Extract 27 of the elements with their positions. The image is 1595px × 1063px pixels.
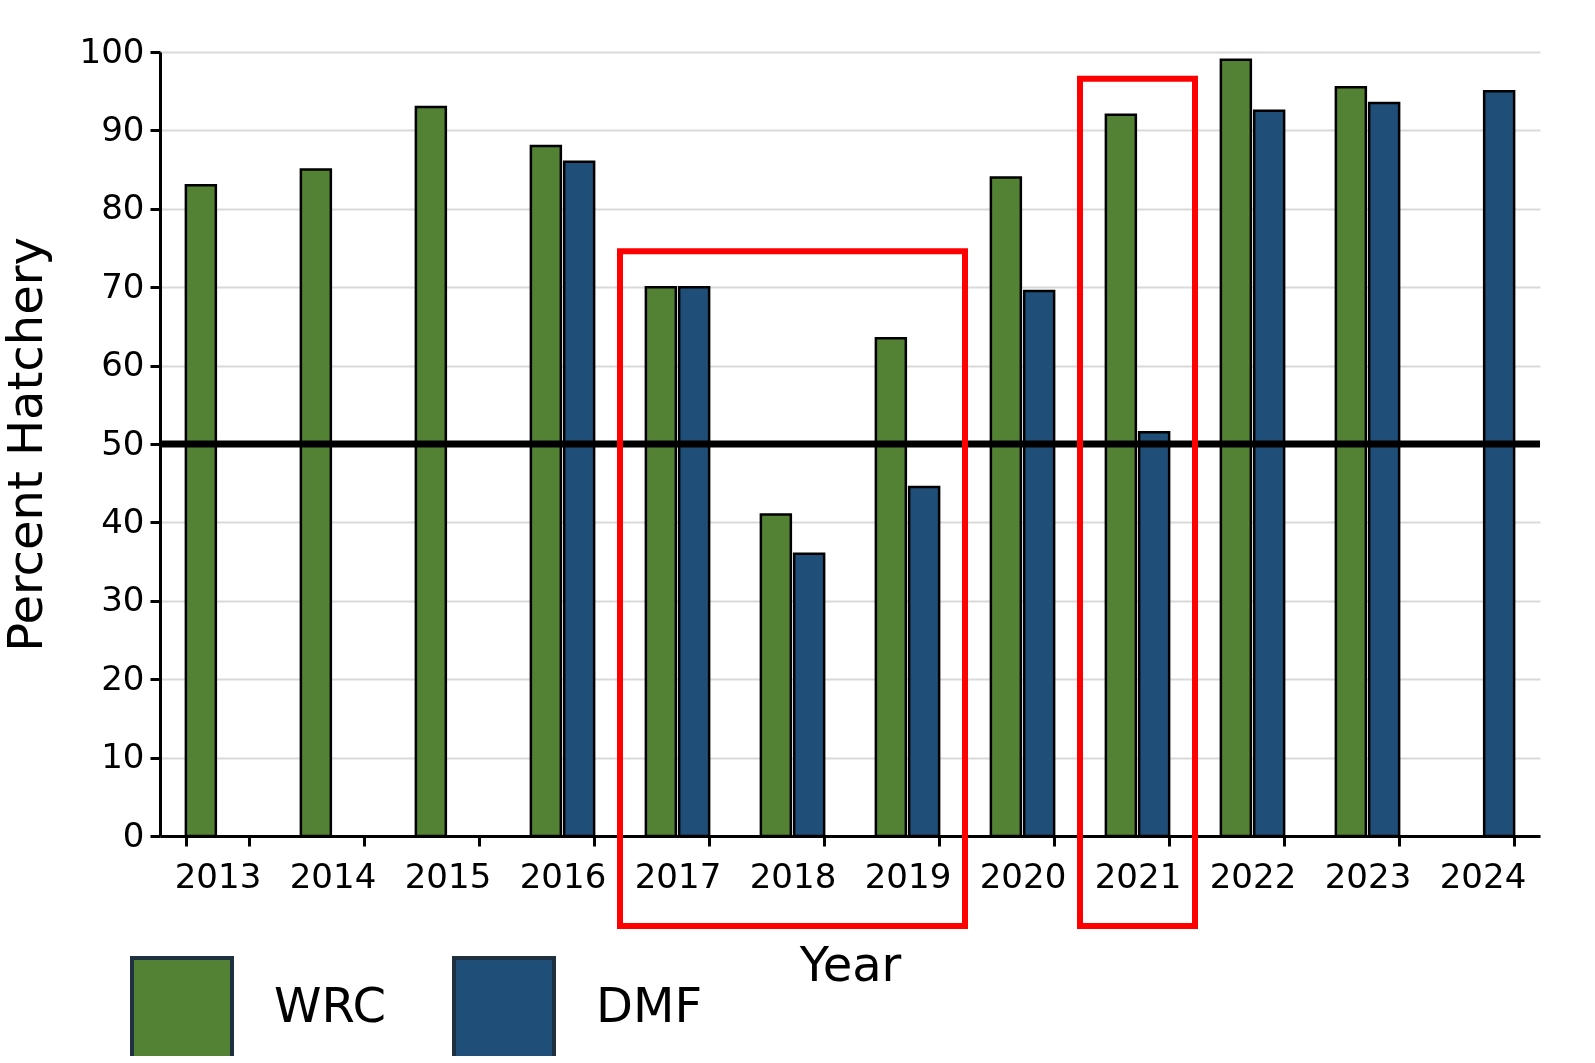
legend-label: WRC	[274, 977, 386, 1033]
x-tick-label: 2014	[289, 855, 377, 896]
y-tick-label: 20	[101, 657, 145, 698]
x-tick-label: 2019	[864, 855, 952, 896]
x-tick-label: 2018	[749, 855, 837, 896]
y-tick-label: 80	[101, 187, 145, 228]
x-tick-label: 2021	[1094, 855, 1182, 896]
y-tick-label: 90	[101, 108, 145, 149]
y-tick-label: 70	[101, 265, 145, 306]
y-tick-label: 10	[101, 736, 145, 777]
legend-label: DMF	[596, 977, 702, 1033]
x-tick-label: 2020	[979, 855, 1067, 896]
y-tick-label: 0	[122, 814, 145, 855]
y-tick-label: 50	[101, 422, 145, 463]
x-tick-label: 2017	[634, 855, 722, 896]
y-tick-label: 60	[101, 344, 145, 385]
y-tick-label: 100	[79, 30, 145, 71]
y-axis-title: Percent Hatchery	[0, 237, 53, 652]
x-axis-title: Year	[798, 935, 902, 992]
x-tick-label: 2015	[404, 855, 492, 896]
x-tick-label: 2024	[1439, 855, 1527, 896]
x-tick-label: 2016	[519, 855, 607, 896]
y-tick-label: 30	[101, 579, 145, 620]
x-tick-label: 2022	[1209, 855, 1297, 896]
x-tick-label: 2023	[1324, 855, 1412, 896]
y-tick-label: 40	[101, 500, 145, 541]
x-tick-label: 2013	[174, 855, 262, 896]
